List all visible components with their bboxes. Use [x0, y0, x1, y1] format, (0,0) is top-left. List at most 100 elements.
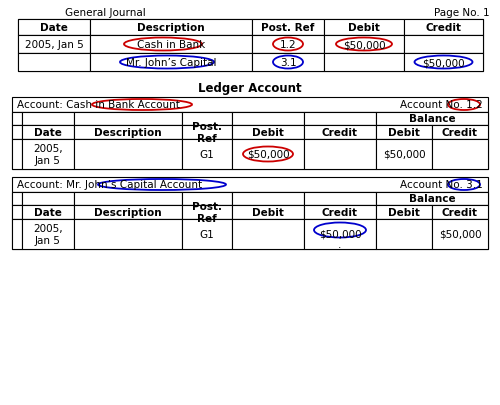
Bar [22, 113, 74, 126]
Bar [18, 20, 90, 36]
Bar [90, 54, 252, 72]
Bar [376, 140, 432, 170]
Text: Credit: Credit [322, 128, 358, 138]
Text: 2005, Jan 5: 2005, Jan 5 [24, 40, 84, 50]
Bar [376, 126, 432, 140]
Text: $50,000: $50,000 [342, 40, 386, 50]
Bar [22, 192, 74, 205]
Bar [90, 20, 252, 36]
Bar [376, 220, 432, 249]
Text: $50,000: $50,000 [382, 149, 426, 160]
Text: Date: Date [40, 23, 68, 33]
Text: Account: Mr. John’s Capital Account: Account: Mr. John’s Capital Account [17, 180, 202, 190]
Text: 2005,
Jan 5: 2005, Jan 5 [33, 144, 63, 165]
Bar [404, 36, 483, 54]
Bar [12, 140, 488, 170]
Bar [74, 220, 182, 249]
Bar [12, 205, 488, 220]
Text: Credit: Credit [442, 207, 478, 217]
Bar [18, 36, 483, 54]
Bar [376, 113, 488, 126]
Bar [324, 54, 404, 72]
Text: .: . [338, 239, 342, 249]
Text: Page No. 1: Page No. 1 [434, 8, 490, 18]
Bar [252, 20, 324, 36]
Bar [232, 113, 304, 126]
Bar [90, 36, 252, 54]
Text: $50,000: $50,000 [246, 149, 290, 160]
Bar [232, 205, 304, 220]
Text: Credit: Credit [426, 23, 462, 33]
Bar [432, 220, 488, 249]
Bar [232, 126, 304, 140]
Bar [74, 113, 182, 126]
Text: Debit: Debit [388, 128, 420, 138]
Bar [404, 20, 483, 36]
Bar [304, 192, 376, 205]
Text: G1: G1 [200, 230, 214, 239]
Text: Cash in Bank: Cash in Bank [137, 40, 205, 50]
Bar [74, 205, 182, 220]
Bar [12, 205, 22, 220]
Bar [324, 36, 404, 54]
Bar [18, 54, 90, 72]
Text: $50,000: $50,000 [438, 230, 482, 239]
Text: General Journal: General Journal [65, 8, 146, 18]
Bar [376, 192, 488, 205]
Text: Post. Ref: Post. Ref [262, 23, 314, 33]
Bar [182, 220, 232, 249]
Bar [432, 205, 488, 220]
Bar [12, 220, 22, 249]
Bar [12, 192, 488, 205]
Text: Account No. 3.1: Account No. 3.1 [400, 180, 483, 190]
Text: G1: G1 [200, 149, 214, 160]
Bar [12, 177, 488, 192]
Bar [304, 126, 376, 140]
Bar [304, 113, 376, 126]
Text: Description: Description [137, 23, 205, 33]
Bar [232, 220, 304, 249]
Text: Post.
Ref: Post. Ref [192, 122, 222, 143]
Bar [182, 113, 232, 126]
Text: Debit: Debit [348, 23, 380, 33]
Text: Post.
Ref: Post. Ref [192, 202, 222, 223]
Bar [182, 140, 232, 170]
Text: Debit: Debit [388, 207, 420, 217]
Bar [232, 140, 304, 170]
Text: Credit: Credit [442, 128, 478, 138]
Text: Account No. 1.2: Account No. 1.2 [400, 100, 483, 110]
Bar [18, 54, 483, 72]
Text: Debit: Debit [252, 128, 284, 138]
Text: 1.2: 1.2 [280, 40, 296, 50]
Bar [22, 205, 74, 220]
Text: $50,000: $50,000 [318, 230, 362, 239]
Text: Balance: Balance [408, 114, 456, 124]
Text: Ledger Account: Ledger Account [198, 82, 302, 95]
Text: Account: Cash in Bank Account: Account: Cash in Bank Account [17, 100, 180, 110]
Bar [18, 20, 483, 36]
Bar [12, 126, 488, 140]
Bar [22, 220, 74, 249]
Bar [18, 36, 90, 54]
Bar [432, 126, 488, 140]
Bar [12, 113, 22, 126]
Text: Balance: Balance [408, 194, 456, 204]
Bar [404, 54, 483, 72]
Bar [12, 98, 488, 113]
Bar [74, 140, 182, 170]
Bar [432, 140, 488, 170]
Bar [22, 126, 74, 140]
Bar [252, 36, 324, 54]
Bar [22, 140, 74, 170]
Bar [74, 126, 182, 140]
Bar [182, 205, 232, 220]
Text: Credit: Credit [322, 207, 358, 217]
Text: Date: Date [34, 128, 62, 138]
Bar [12, 113, 488, 126]
Bar [12, 126, 22, 140]
Bar [304, 140, 376, 170]
Bar [304, 205, 376, 220]
Text: Date: Date [34, 207, 62, 217]
Text: Description: Description [94, 207, 162, 217]
Text: 3.1: 3.1 [280, 58, 296, 68]
